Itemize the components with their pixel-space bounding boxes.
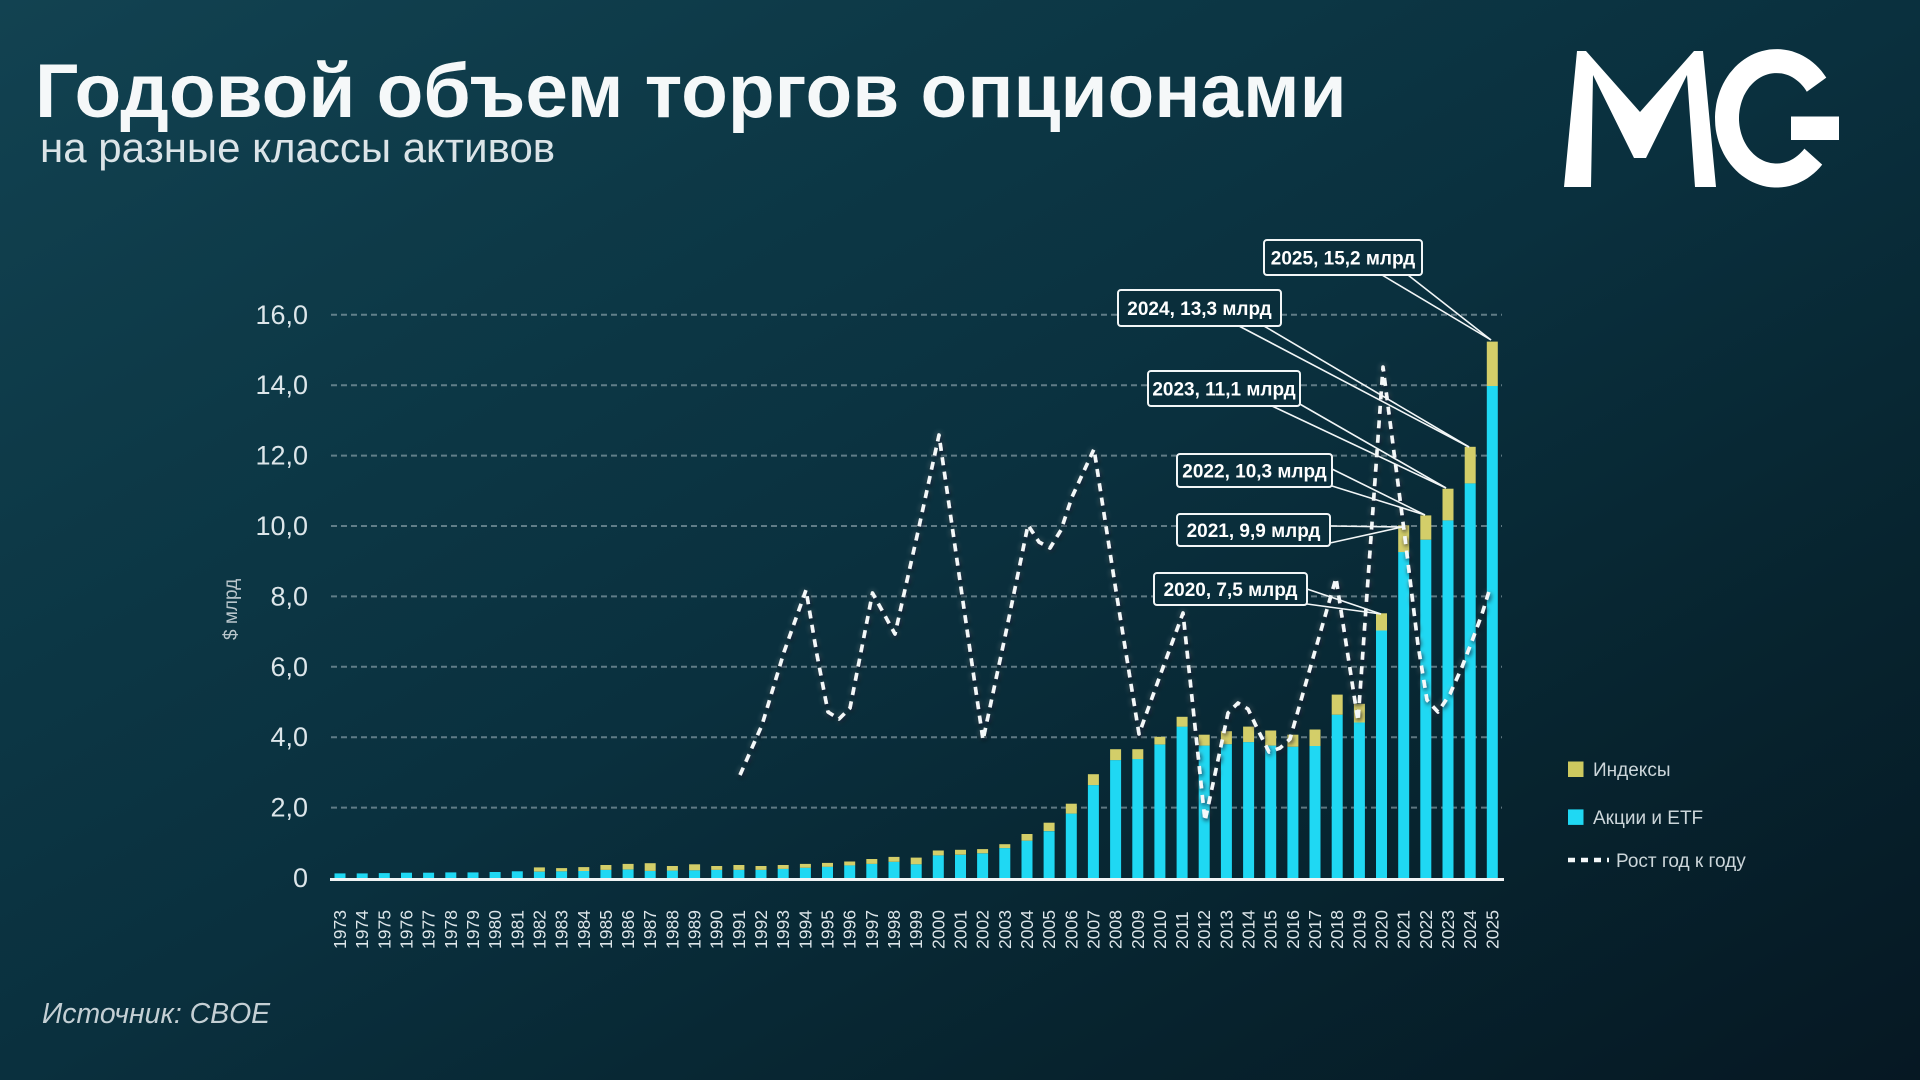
- svg-text:4,0: 4,0: [270, 722, 308, 752]
- svg-text:1986: 1986: [618, 910, 638, 949]
- svg-text:2024: 2024: [1460, 910, 1480, 949]
- svg-text:2010: 2010: [1150, 910, 1170, 949]
- svg-text:2,0: 2,0: [270, 793, 308, 823]
- svg-text:2022, 10,3 млрд: 2022, 10,3 млрд: [1182, 462, 1326, 483]
- svg-text:2007: 2007: [1083, 910, 1103, 949]
- svg-text:1981: 1981: [507, 910, 527, 949]
- svg-text:8,0: 8,0: [270, 581, 308, 611]
- svg-text:2013: 2013: [1216, 910, 1236, 949]
- svg-text:1974: 1974: [352, 910, 372, 949]
- svg-text:2017: 2017: [1305, 910, 1325, 949]
- svg-text:1982: 1982: [529, 910, 549, 949]
- svg-text:2020: 2020: [1372, 910, 1392, 949]
- svg-text:1975: 1975: [374, 910, 394, 949]
- svg-text:$ млрд: $ млрд: [221, 579, 242, 640]
- svg-text:1994: 1994: [795, 910, 815, 949]
- svg-text:1995: 1995: [818, 910, 838, 949]
- svg-text:2008: 2008: [1106, 910, 1126, 949]
- svg-text:6,0: 6,0: [270, 652, 308, 682]
- svg-text:2002: 2002: [973, 910, 993, 949]
- svg-text:0: 0: [293, 863, 308, 893]
- svg-text:1996: 1996: [840, 910, 860, 949]
- svg-text:1977: 1977: [419, 910, 439, 949]
- svg-text:1983: 1983: [552, 910, 572, 949]
- svg-text:2018: 2018: [1327, 910, 1347, 949]
- svg-text:14,0: 14,0: [255, 370, 308, 400]
- svg-text:1985: 1985: [596, 910, 616, 949]
- svg-text:1980: 1980: [485, 910, 505, 949]
- svg-text:на разные классы активов: на разные классы активов: [40, 124, 555, 171]
- svg-text:2021: 2021: [1394, 910, 1414, 949]
- svg-text:Индексы: Индексы: [1593, 760, 1670, 781]
- svg-text:2024, 13,3 млрд: 2024, 13,3 млрд: [1127, 299, 1271, 320]
- svg-text:2016: 2016: [1283, 910, 1303, 949]
- svg-text:Акции и ETF: Акции и ETF: [1593, 808, 1703, 829]
- svg-text:1998: 1998: [884, 910, 904, 949]
- svg-text:2014: 2014: [1239, 910, 1259, 949]
- svg-text:1973: 1973: [330, 910, 350, 949]
- svg-text:10,0: 10,0: [255, 511, 308, 541]
- svg-text:2006: 2006: [1061, 910, 1081, 949]
- svg-text:Годовой объем торгов опционами: Годовой объем торгов опционами: [35, 49, 1347, 134]
- svg-text:1999: 1999: [906, 910, 926, 949]
- svg-text:2011: 2011: [1172, 911, 1192, 949]
- svg-text:2020, 7,5 млрд: 2020, 7,5 млрд: [1164, 580, 1298, 601]
- svg-text:1997: 1997: [862, 910, 882, 949]
- svg-text:2004: 2004: [1017, 910, 1037, 949]
- svg-text:2003: 2003: [995, 910, 1015, 949]
- svg-text:1984: 1984: [574, 910, 594, 949]
- svg-text:16,0: 16,0: [255, 300, 308, 330]
- svg-text:2000: 2000: [928, 910, 948, 949]
- svg-text:1992: 1992: [751, 910, 771, 949]
- svg-text:2025: 2025: [1482, 910, 1502, 949]
- svg-text:2012: 2012: [1194, 910, 1214, 949]
- svg-text:1979: 1979: [463, 910, 483, 949]
- svg-text:1988: 1988: [662, 910, 682, 949]
- svg-text:1976: 1976: [397, 910, 417, 949]
- svg-text:1993: 1993: [773, 910, 793, 949]
- svg-text:2023: 2023: [1438, 910, 1458, 949]
- svg-text:2023, 11,1 млрд: 2023, 11,1 млрд: [1152, 380, 1295, 401]
- svg-text:2005: 2005: [1039, 910, 1059, 949]
- svg-text:1991: 1991: [729, 910, 749, 949]
- svg-text:Рост год к году: Рост год к году: [1616, 851, 1746, 872]
- svg-text:Источник: CBOE: Источник: CBOE: [42, 998, 271, 1030]
- svg-text:2021, 9,9 млрд: 2021, 9,9 млрд: [1187, 521, 1321, 542]
- svg-text:2009: 2009: [1128, 910, 1148, 949]
- svg-text:2015: 2015: [1261, 910, 1281, 949]
- svg-text:1978: 1978: [441, 910, 461, 949]
- svg-text:2025, 15,2 млрд: 2025, 15,2 млрд: [1271, 249, 1415, 270]
- svg-text:1989: 1989: [685, 910, 705, 949]
- svg-text:2001: 2001: [951, 910, 971, 949]
- svg-text:2022: 2022: [1416, 910, 1436, 949]
- svg-text:1987: 1987: [640, 910, 660, 949]
- svg-text:12,0: 12,0: [255, 441, 308, 471]
- svg-text:2019: 2019: [1349, 910, 1369, 949]
- svg-text:1990: 1990: [707, 910, 727, 949]
